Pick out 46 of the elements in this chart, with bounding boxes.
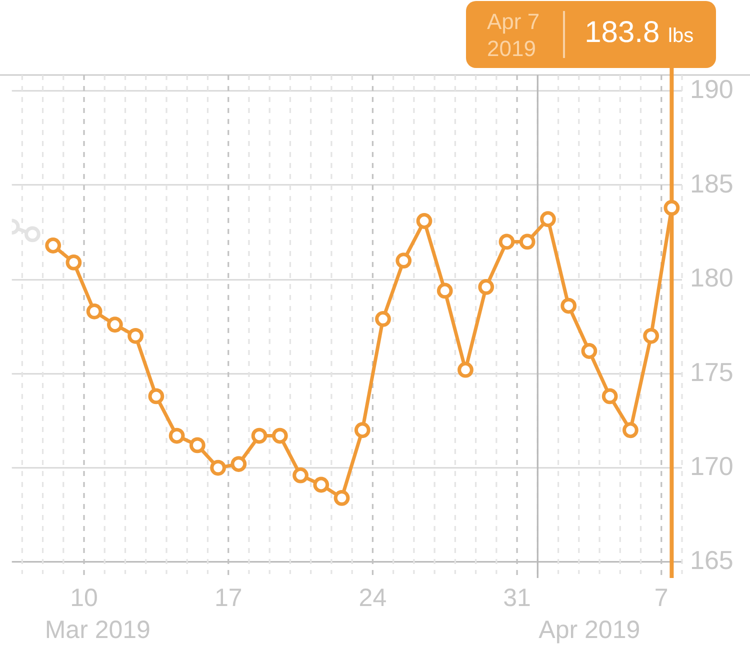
x-tick-label: 17 (214, 584, 242, 612)
point (664, 200, 680, 216)
point (540, 211, 556, 228)
text: Mar 2019 (44, 616, 150, 644)
point (622, 422, 638, 438)
point (519, 234, 536, 250)
y-tick-label: 180 (690, 262, 734, 293)
point (230, 456, 247, 472)
point (189, 437, 206, 454)
y-tick-label: 175 (690, 356, 734, 387)
point (148, 388, 164, 404)
x-tick-label: 10 (70, 584, 98, 612)
text: Apr 7 2019 (487, 8, 540, 62)
point (128, 328, 144, 344)
point (375, 311, 391, 327)
point (168, 428, 185, 444)
point (458, 362, 474, 378)
point (272, 428, 288, 444)
point (313, 476, 330, 493)
point (581, 343, 598, 359)
point (45, 238, 62, 254)
point (66, 254, 82, 270)
y-tick-label: 190 (690, 74, 734, 104)
point (354, 422, 370, 438)
y-tick-label: 185 (690, 168, 734, 198)
point (251, 428, 268, 444)
point (292, 467, 308, 484)
point (478, 278, 494, 295)
point (498, 234, 515, 250)
point (602, 388, 618, 404)
point (334, 490, 350, 506)
x-tick-label: 7 (654, 584, 668, 612)
y-tick-label: 165 (690, 545, 734, 576)
point (106, 316, 123, 333)
ref-line-label: Apr 2019 (538, 616, 640, 644)
text: 183.8 lbs (584, 16, 694, 49)
x-tick-label: 31 (503, 584, 531, 612)
point (396, 252, 412, 269)
point (416, 213, 432, 229)
y-tick-label: 170 (690, 450, 734, 481)
point (560, 298, 577, 314)
point (86, 303, 102, 320)
point (210, 460, 226, 476)
point (643, 328, 660, 344)
x-tick-label: 24 (358, 584, 387, 612)
point (436, 282, 453, 299)
